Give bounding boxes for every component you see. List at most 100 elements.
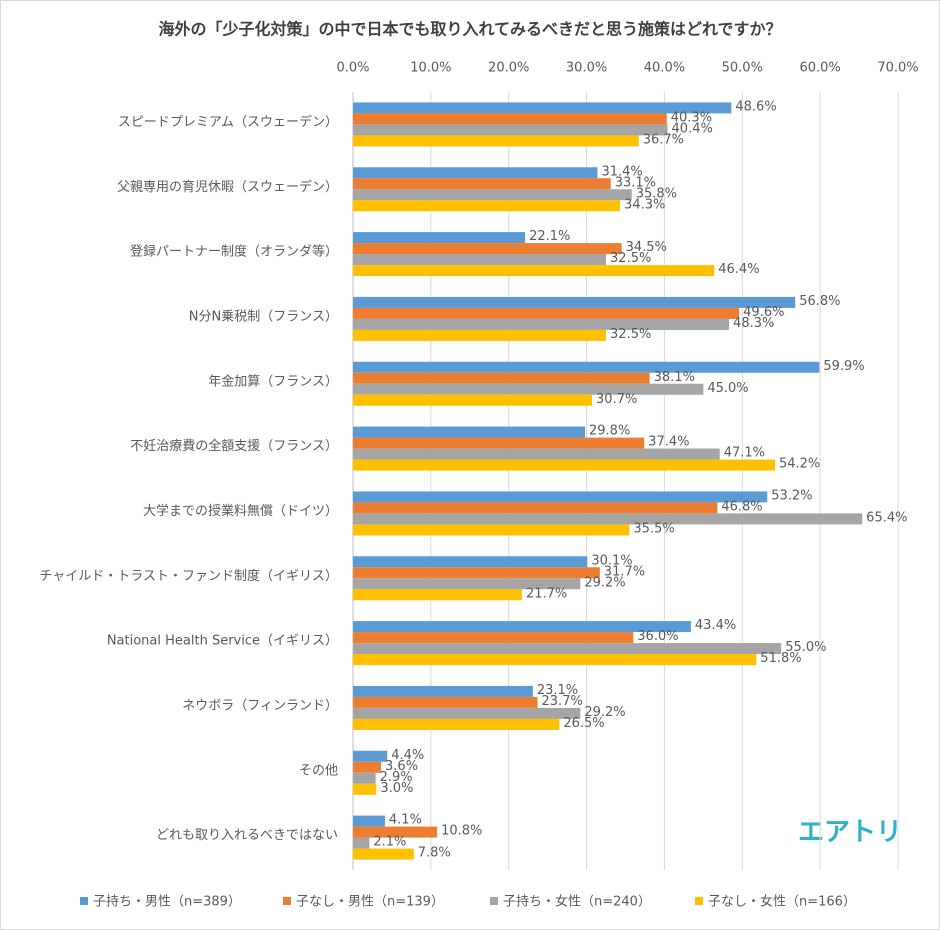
value-label: 3.0% bbox=[380, 781, 413, 796]
value-label: 3.6% bbox=[385, 759, 418, 774]
x-tick-label: 20.0% bbox=[488, 61, 529, 76]
bar bbox=[353, 524, 630, 536]
value-label: 40.3% bbox=[671, 110, 712, 125]
y-tick-label: 年金加算（フランス） bbox=[208, 373, 338, 389]
bar bbox=[353, 318, 730, 330]
value-label: 54.2% bbox=[779, 457, 820, 472]
value-label: 46.8% bbox=[721, 499, 762, 514]
value-label: 31.7% bbox=[604, 564, 645, 579]
bar bbox=[353, 200, 621, 212]
legend-swatch bbox=[283, 897, 291, 905]
bar bbox=[353, 502, 718, 514]
value-label: 23.1% bbox=[537, 683, 578, 698]
bar bbox=[353, 254, 607, 266]
legend-label: 子持ち・男性（n=389） bbox=[93, 895, 241, 910]
bar bbox=[353, 654, 757, 666]
bar bbox=[353, 448, 720, 460]
x-tick-label: 0.0% bbox=[336, 61, 369, 76]
bar bbox=[353, 243, 622, 255]
y-tick-label: 大学までの授業料無償（ドイツ） bbox=[143, 503, 338, 519]
bar bbox=[353, 135, 639, 147]
value-label: 49.6% bbox=[743, 305, 784, 320]
bar bbox=[353, 772, 376, 784]
bar bbox=[353, 750, 388, 762]
bar bbox=[353, 685, 533, 697]
bar bbox=[353, 178, 611, 190]
y-tick-label: スピードプレミアム（スウェーデン） bbox=[118, 114, 338, 130]
value-label: 35.5% bbox=[633, 521, 674, 536]
value-label: 2.1% bbox=[373, 835, 406, 850]
value-label: 34.3% bbox=[624, 197, 665, 212]
legend-swatch bbox=[80, 897, 88, 905]
value-label: 29.2% bbox=[584, 575, 625, 590]
chart-title: 海外の「少子化対策」の中で日本でも取り入れてみるべきだと思う施策はどれですか？ bbox=[158, 20, 781, 39]
value-label: 7.8% bbox=[418, 846, 451, 861]
value-label: 47.1% bbox=[724, 446, 765, 461]
bar bbox=[353, 815, 385, 827]
value-label: 21.7% bbox=[526, 586, 567, 601]
bar bbox=[353, 459, 775, 471]
bar bbox=[353, 761, 382, 773]
logo: エアトリ bbox=[798, 818, 902, 848]
y-tick-label: National Health Service（イギリス） bbox=[107, 634, 338, 649]
value-label: 59.9% bbox=[823, 359, 864, 374]
value-label: 4.1% bbox=[389, 813, 422, 828]
value-label: 45.0% bbox=[707, 381, 748, 396]
y-tick-label: どれも取り入れるべきではない bbox=[156, 828, 338, 843]
bar bbox=[353, 113, 667, 125]
bar bbox=[353, 826, 438, 838]
value-label: 65.4% bbox=[866, 510, 907, 525]
bar bbox=[353, 307, 740, 319]
value-label: 29.8% bbox=[589, 424, 630, 439]
value-label: 48.6% bbox=[735, 99, 776, 114]
bar bbox=[353, 696, 538, 708]
legend-swatch bbox=[490, 897, 498, 905]
value-label: 10.8% bbox=[441, 824, 482, 839]
y-tick-label: 父親専用の育児休暇（スウェーデン） bbox=[117, 179, 338, 195]
bar bbox=[353, 632, 634, 644]
value-label: 29.2% bbox=[584, 705, 625, 720]
bar bbox=[353, 718, 560, 730]
value-label: 37.4% bbox=[648, 435, 689, 450]
bar bbox=[353, 394, 593, 406]
bar bbox=[353, 491, 768, 503]
bar bbox=[353, 124, 668, 136]
bar bbox=[353, 848, 414, 860]
value-label: 56.8% bbox=[799, 294, 840, 309]
y-tick-label: 登録パートナー制度（オランダ等） bbox=[130, 244, 338, 260]
legend-swatch bbox=[695, 897, 703, 905]
bar bbox=[353, 361, 820, 373]
bar bbox=[353, 589, 522, 601]
value-label: 53.2% bbox=[771, 488, 812, 503]
value-label: 38.1% bbox=[654, 370, 695, 385]
value-label: 40.4% bbox=[672, 121, 713, 136]
bar bbox=[353, 556, 588, 568]
bar bbox=[353, 513, 863, 525]
bar bbox=[353, 189, 632, 201]
legend-label: 子なし・男性（n=139） bbox=[296, 895, 444, 910]
value-label: 48.3% bbox=[733, 316, 774, 331]
value-label: 32.5% bbox=[610, 327, 651, 342]
y-tick-label: ネウボラ（フィンランド） bbox=[182, 698, 338, 713]
value-label: 22.1% bbox=[529, 229, 570, 244]
value-label: 35.8% bbox=[636, 186, 677, 201]
bar bbox=[353, 426, 586, 438]
value-label: 36.0% bbox=[637, 629, 678, 644]
x-tick-label: 10.0% bbox=[410, 61, 451, 76]
value-label: 34.5% bbox=[626, 240, 667, 255]
bar bbox=[353, 102, 732, 114]
bar bbox=[353, 329, 607, 341]
value-label: 26.5% bbox=[563, 716, 604, 731]
value-label: 33.1% bbox=[615, 175, 656, 190]
legend-label: 子なし・女性（n=166） bbox=[708, 894, 856, 910]
bar bbox=[353, 783, 377, 795]
value-label: 43.4% bbox=[695, 618, 736, 633]
bar bbox=[353, 167, 598, 179]
legend-label: 子持ち・女性（n=240） bbox=[503, 894, 651, 910]
bar bbox=[353, 296, 796, 308]
value-label: 51.8% bbox=[760, 651, 801, 666]
bar bbox=[353, 578, 581, 590]
y-tick-label: その他 bbox=[299, 763, 338, 778]
value-label: 36.7% bbox=[643, 132, 684, 147]
